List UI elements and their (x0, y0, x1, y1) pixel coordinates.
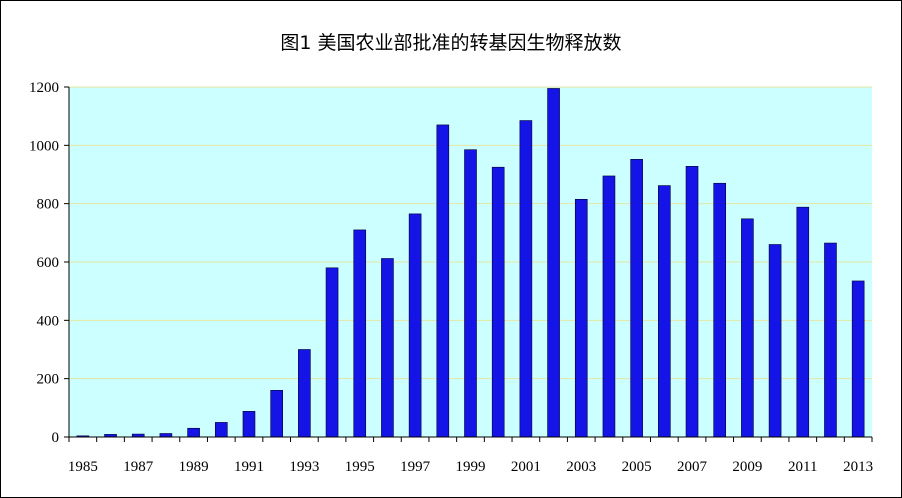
x-tick-label: 1987 (123, 459, 154, 475)
bar-2006 (658, 185, 671, 438)
bar-1989 (187, 427, 200, 438)
bar-2004 (602, 175, 616, 438)
bar-1988 (159, 433, 173, 438)
bar-2002 (547, 88, 560, 438)
bar-2008 (713, 182, 727, 438)
x-tick-label: 1985 (68, 459, 98, 475)
bar-2001 (519, 120, 533, 438)
x-tick-label: 1993 (289, 459, 319, 475)
bar-2013 (851, 280, 865, 438)
y-tick-label: 0 (52, 430, 60, 446)
x-tick-label: 2011 (788, 459, 817, 475)
bar-1990 (214, 422, 228, 438)
y-tick-label: 400 (37, 313, 60, 329)
bar-2011 (796, 206, 810, 438)
y-tick-labels: 0 200 400 600 800 1000 1200 (29, 80, 59, 446)
x-tick-label: 1999 (456, 459, 486, 475)
x-tick-label: 1995 (345, 459, 375, 475)
axes (64, 86, 873, 442)
bar-1998 (436, 124, 450, 438)
bar-1995 (353, 229, 367, 438)
x-tick-label: 1989 (179, 459, 209, 475)
bar-2000 (491, 166, 505, 438)
x-tick-labels: 1985 1987 1989 1991 1993 1995 1997 1999 2001 2003… (68, 459, 873, 475)
bar-1999 (464, 149, 477, 438)
x-tick-label: 2005 (622, 459, 652, 475)
bar-2010 (768, 244, 782, 438)
bar-2005 (630, 159, 643, 438)
chart-title: 图1 美国农业部批准的转基因生物释放数 (280, 32, 621, 54)
bar-1992 (270, 390, 283, 438)
y-tick-label: 600 (37, 255, 60, 271)
bar-1993 (298, 349, 311, 438)
y-tick-label: 200 (37, 372, 60, 388)
x-tick-label: 2009 (732, 459, 762, 475)
bar-2012 (824, 242, 837, 438)
y-tick-label: 1000 (29, 138, 59, 154)
x-tick-label: 1997 (400, 459, 431, 475)
bar-1996 (381, 258, 394, 438)
x-tick-label: 2013 (843, 459, 873, 475)
bar-2003 (574, 198, 588, 438)
y-tick-label: 800 (37, 197, 60, 213)
x-tick-label: 2007 (677, 459, 708, 475)
bar-1997 (408, 213, 422, 438)
y-tick-label: 1200 (29, 80, 59, 96)
bar-2007 (685, 166, 699, 438)
x-tick-label: 2001 (511, 459, 541, 475)
bars (76, 88, 865, 438)
x-tick-label: 1991 (234, 459, 264, 475)
bar-1994 (325, 267, 339, 438)
bar-1991 (242, 411, 256, 438)
bar-2009 (741, 218, 754, 438)
x-tick-label: 2003 (566, 459, 596, 475)
